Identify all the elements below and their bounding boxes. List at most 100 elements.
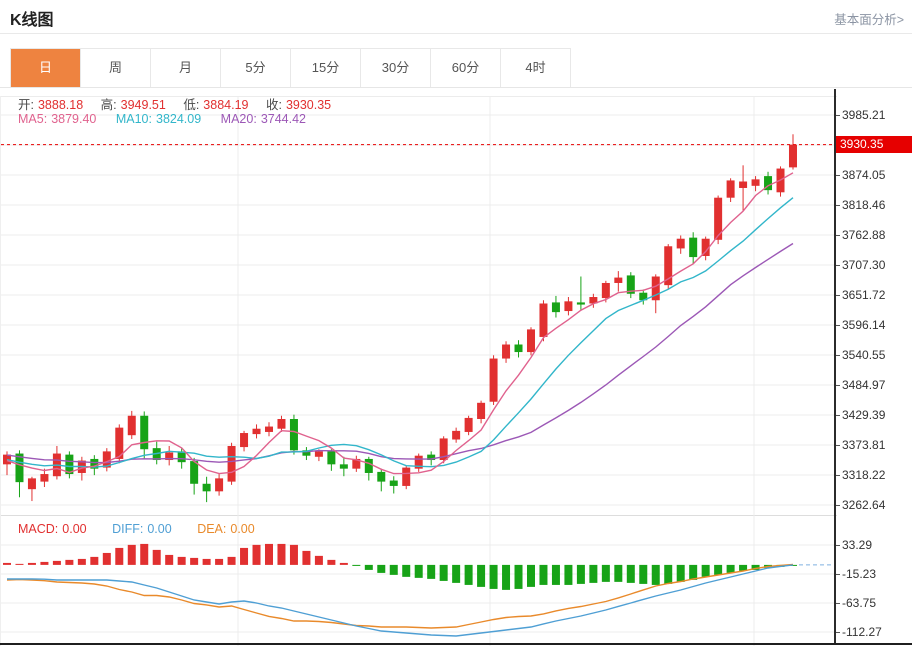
macd-bar [339,562,348,565]
macd-bar [3,562,11,565]
macd-bar [302,550,311,565]
candle-body [202,483,211,492]
candle-body [788,144,797,168]
ma10-line [6,197,794,468]
candle-body [115,427,124,459]
axis-tick-label: 3818.46 [836,198,885,212]
tab-period-1[interactable]: 周 [81,49,151,87]
candle-body [364,458,373,473]
macd-bar [152,549,161,565]
macd-bar [464,564,473,585]
macd-bar [589,564,598,583]
current-price-tag: 3930.35 [836,136,912,154]
macd-chart[interactable] [0,516,837,646]
macd-bar [389,564,398,575]
candle-body [264,426,273,432]
candle-body [352,458,361,469]
candle-body [477,402,486,419]
macd-bar [252,544,261,565]
macd-bar [240,547,249,565]
tab-period-3[interactable]: 5分 [221,49,291,87]
tab-period-6[interactable]: 60分 [431,49,501,87]
axis-tick-label: 3874.05 [836,168,885,182]
macd-bar [40,561,49,565]
chart-bottom-border [0,643,912,645]
tab-period-2[interactable]: 月 [151,49,221,87]
candle-body [489,358,498,402]
tab-period-5[interactable]: 30分 [361,49,431,87]
candle-body [277,418,286,429]
ma5-line [6,172,794,475]
macd-bar [15,563,24,565]
candle-body [689,237,698,258]
ma10-label: MA10: [115,112,152,126]
candle-body [714,197,723,240]
candle-body [701,238,710,256]
macd-bar [726,564,735,573]
tab-period-4[interactable]: 15分 [291,49,361,87]
high-value: 3949.51 [120,98,166,112]
diff-value: 0.00 [147,522,172,536]
candlestick-chart[interactable] [0,96,837,516]
macd-bar [639,564,648,584]
axis-tick-label: 3651.72 [836,288,885,302]
candle-body [165,452,174,461]
macd-bar [277,543,286,565]
close-label: 收: [265,98,282,112]
open-value: 3888.18 [37,98,84,112]
macd-bar [65,559,74,565]
price-axis-line [834,89,836,645]
macd-bar [676,564,685,582]
macd-bar [502,564,511,590]
macd-bar [352,564,361,566]
candle-body [514,344,523,353]
candle-body [327,451,336,465]
candle-body [502,344,511,359]
header-separator [0,33,912,34]
open-label: 开: [18,98,34,112]
macd-bar [264,543,273,565]
candle-body [102,451,111,468]
candle-body [676,238,685,249]
candle-body [626,275,635,294]
macd-bar [202,558,211,565]
macd-bar [327,559,336,565]
macd-bar [664,564,673,584]
candle-body [726,180,735,198]
candle-body [15,453,24,483]
axis-tick-label: 3707.30 [836,258,885,272]
macd-bar [115,547,124,565]
axis-tick-label: 3318.22 [836,468,885,482]
dea-line [6,563,794,629]
candle-body [402,467,411,486]
diff-line [7,564,794,637]
ma20-value: 3744.42 [260,112,306,126]
axis-tick-label: 33.29 [836,538,872,552]
candle-body [289,418,298,451]
candle-body [751,179,760,186]
axis-tick-label: 3985.21 [836,108,885,122]
macd-bar [90,556,99,565]
macd-bar [601,564,610,582]
axis-tick-label: 3596.14 [836,318,885,332]
macd-bar [77,558,86,565]
candle-body [526,329,535,353]
macd-bar [689,564,698,580]
candle-body [127,415,136,436]
candle-body [240,433,249,448]
ma5-value: 3879.40 [51,112,97,126]
tab-period-0[interactable]: 日 [11,49,81,87]
macd-bar [626,564,635,583]
macd-bar [427,564,436,579]
macd-bar [539,564,548,585]
fundamental-analysis-link[interactable]: 基本面分析> [834,13,904,27]
candle-body [140,415,149,450]
macd-bar [190,557,199,565]
candle-body [414,455,423,469]
axis-tick-label: 3484.97 [836,378,885,392]
candle-body [539,303,548,337]
tab-period-7[interactable]: 4时 [501,49,570,87]
axis-tick-label: 3373.81 [836,438,885,452]
diff-label: DIFF: [112,522,144,536]
macd-bar [489,564,498,589]
